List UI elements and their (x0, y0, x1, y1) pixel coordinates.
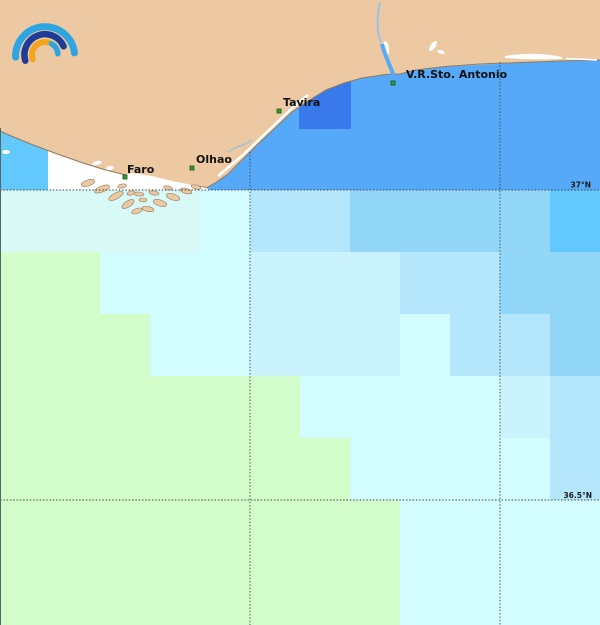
city-label-faro: Faro (127, 163, 155, 176)
wave-cell (400, 252, 500, 314)
creek (227, 139, 253, 153)
island (190, 184, 202, 190)
wave-cell (0, 190, 200, 252)
island (141, 205, 155, 213)
wave-cell (350, 190, 550, 252)
city-label-olhao: Olhao (196, 153, 232, 166)
coastal-water-band (205, 58, 600, 190)
wave-cell (550, 376, 600, 438)
island (179, 187, 193, 195)
city-marker-vrsa[interactable] (390, 80, 396, 86)
city-label-tavira: Tavira (283, 96, 320, 109)
wave-cell (550, 190, 600, 252)
lagoon-pond (92, 160, 102, 166)
wave-cell (0, 252, 100, 314)
city-marker-faro[interactable] (122, 174, 128, 180)
wave-cell (100, 252, 250, 314)
island (126, 190, 136, 196)
wave-cell (0, 376, 300, 438)
wave-cell (0, 438, 350, 500)
wave-cell (500, 438, 550, 500)
logo-arc-inner-lightblue (48, 40, 61, 57)
shore-white-patch (2, 150, 10, 154)
coastal-lagoon-strip (505, 53, 562, 60)
island (94, 184, 110, 194)
barrier-islands (80, 179, 202, 215)
city-marker-olhao[interactable] (189, 165, 195, 171)
logo-arc-outer-lightblue (12, 23, 78, 61)
rainbow-logo (12, 23, 78, 64)
wave-cell (150, 314, 250, 376)
landmass (0, 0, 600, 188)
island (152, 199, 168, 207)
spit-lagoon-sliver (217, 94, 309, 177)
wave-height-cells (0, 130, 600, 625)
island (138, 197, 148, 203)
river-upper (376, 1, 382, 44)
wave-cell (200, 190, 250, 252)
city-marker-tavira[interactable] (276, 108, 282, 114)
island (80, 179, 96, 187)
lagoon-pond (106, 165, 114, 171)
latitude-label-37n: 37°N (571, 181, 591, 190)
wave-cell (400, 314, 450, 376)
wave-cell (500, 252, 600, 314)
creek-lagoon (437, 49, 445, 55)
city-label-vrsa: V.R.Sto. Antonio (406, 68, 508, 81)
island (108, 191, 124, 201)
wave-cell (250, 190, 350, 252)
wave-cell (250, 314, 400, 376)
latitude-label-36-5n: 36.5°N (563, 491, 592, 500)
wave-cell (350, 438, 500, 500)
island (148, 190, 160, 196)
wave-cell (300, 376, 500, 438)
wave-cell (250, 252, 400, 314)
wave-cell (0, 500, 400, 625)
island (165, 193, 181, 201)
coastal-lagoon-strip-small (565, 57, 598, 61)
logo-arc-navy (21, 31, 67, 64)
island (121, 199, 135, 209)
creek-lagoon (428, 40, 438, 52)
lagoon-white (112, 173, 210, 190)
logo-arc-orange (29, 38, 52, 63)
wave-cell (550, 438, 600, 500)
coastline (0, 59, 600, 189)
wave-cell (500, 376, 550, 438)
wave-cell (0, 314, 150, 376)
island (163, 185, 173, 191)
wave-cell (550, 314, 600, 376)
river-mouth (380, 43, 396, 80)
island (117, 183, 127, 189)
